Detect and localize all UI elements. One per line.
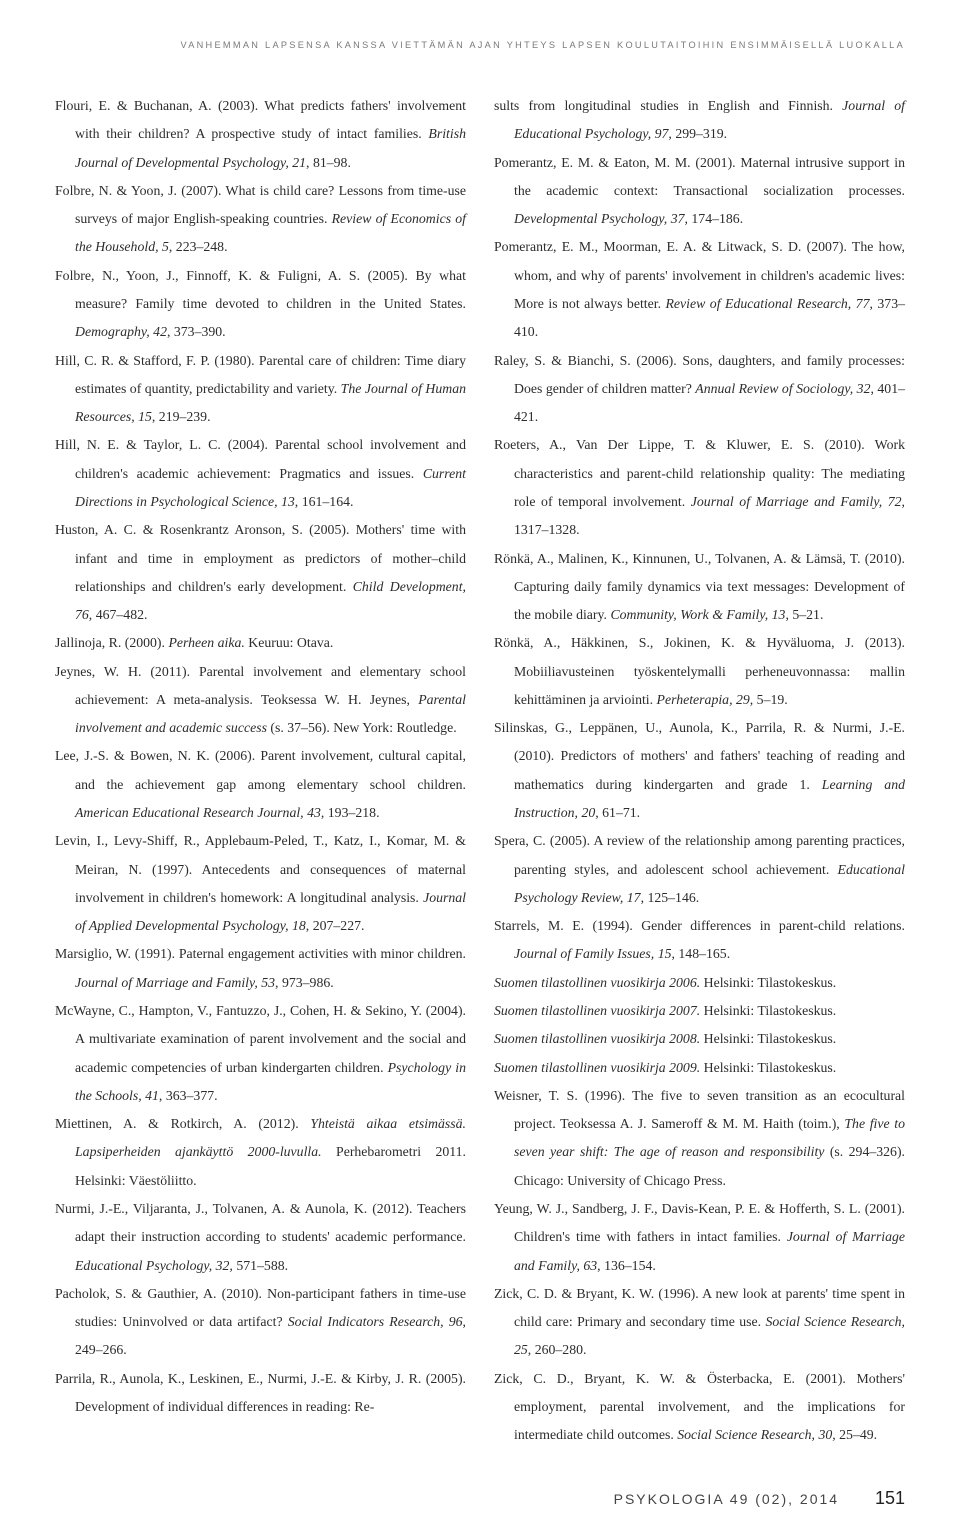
reference-entry: Rönkä, A., Malinen, K., Kinnunen, U., To… — [494, 545, 905, 630]
left-column: Flouri, E. & Buchanan, A. (2003). What p… — [55, 92, 466, 1450]
reference-entry: McWayne, C., Hampton, V., Fantuzzo, J., … — [55, 997, 466, 1110]
reference-entry: Zick, C. D., Bryant, K. W. & Österbacka,… — [494, 1365, 905, 1450]
reference-entry: Roeters, A., Van Der Lippe, T. & Kluwer,… — [494, 431, 905, 544]
reference-entry: Folbre, N. & Yoon, J. (2007). What is ch… — [55, 177, 466, 262]
reference-entry: Pomerantz, E. M. & Eaton, M. M. (2001). … — [494, 149, 905, 234]
reference-entry: Lee, J.-S. & Bowen, N. K. (2006). Parent… — [55, 742, 466, 827]
reference-entry: Hill, C. R. & Stafford, F. P. (1980). Pa… — [55, 347, 466, 432]
reference-entry: Rönkä, A., Häkkinen, S., Jokinen, K. & H… — [494, 629, 905, 714]
reference-entry: Jeynes, W. H. (2011). Parental involveme… — [55, 658, 466, 743]
reference-entry: Flouri, E. & Buchanan, A. (2003). What p… — [55, 92, 466, 177]
reference-entry: Marsiglio, W. (1991). Paternal engagemen… — [55, 940, 466, 997]
reference-entry: Zick, C. D. & Bryant, K. W. (1996). A ne… — [494, 1280, 905, 1365]
reference-entry: Pomerantz, E. M., Moorman, E. A. & Litwa… — [494, 233, 905, 346]
reference-entry: Yeung, W. J., Sandberg, J. F., Davis-Kea… — [494, 1195, 905, 1280]
reference-entry: Spera, C. (2005). A review of the relati… — [494, 827, 905, 912]
reference-entry: Suomen tilastollinen vuosikirja 2006. He… — [494, 969, 905, 997]
reference-entry: Raley, S. & Bianchi, S. (2006). Sons, da… — [494, 347, 905, 432]
right-column: sults from longitudinal studies in Engli… — [494, 92, 905, 1450]
reference-entry: Folbre, N., Yoon, J., Finnoff, K. & Fuli… — [55, 262, 466, 347]
reference-entry: Weisner, T. S. (1996). The five to seven… — [494, 1082, 905, 1195]
running-head: VANHEMMAN LAPSENSA KANSSA VIETTÄMÄN AJAN… — [55, 40, 905, 50]
reference-entry: Levin, I., Levy-Shiff, R., Applebaum-Pel… — [55, 827, 466, 940]
page-footer: PSYKOLOGIA 49 (02), 2014 151 — [55, 1488, 905, 1509]
page-number: 151 — [875, 1488, 905, 1509]
journal-issue: PSYKOLOGIA 49 (02), 2014 — [614, 1491, 839, 1507]
reference-entry: Suomen tilastollinen vuosikirja 2007. He… — [494, 997, 905, 1025]
reference-entry: sults from longitudinal studies in Engli… — [494, 92, 905, 149]
reference-entry: Hill, N. E. & Taylor, L. C. (2004). Pare… — [55, 431, 466, 516]
reference-columns: Flouri, E. & Buchanan, A. (2003). What p… — [55, 92, 905, 1450]
reference-entry: Suomen tilastollinen vuosikirja 2009. He… — [494, 1054, 905, 1082]
reference-entry: Silinskas, G., Leppänen, U., Aunola, K.,… — [494, 714, 905, 827]
reference-entry: Parrila, R., Aunola, K., Leskinen, E., N… — [55, 1365, 466, 1422]
reference-entry: Nurmi, J.-E., Viljaranta, J., Tolvanen, … — [55, 1195, 466, 1280]
reference-entry: Suomen tilastollinen vuosikirja 2008. He… — [494, 1025, 905, 1053]
reference-entry: Huston, A. C. & Rosenkrantz Aronson, S. … — [55, 516, 466, 629]
reference-entry: Starrels, M. E. (1994). Gender differenc… — [494, 912, 905, 969]
reference-entry: Jallinoja, R. (2000). Perheen aika. Keur… — [55, 629, 466, 657]
reference-entry: Miettinen, A. & Rotkirch, A. (2012). Yht… — [55, 1110, 466, 1195]
reference-entry: Pacholok, S. & Gauthier, A. (2010). Non-… — [55, 1280, 466, 1365]
